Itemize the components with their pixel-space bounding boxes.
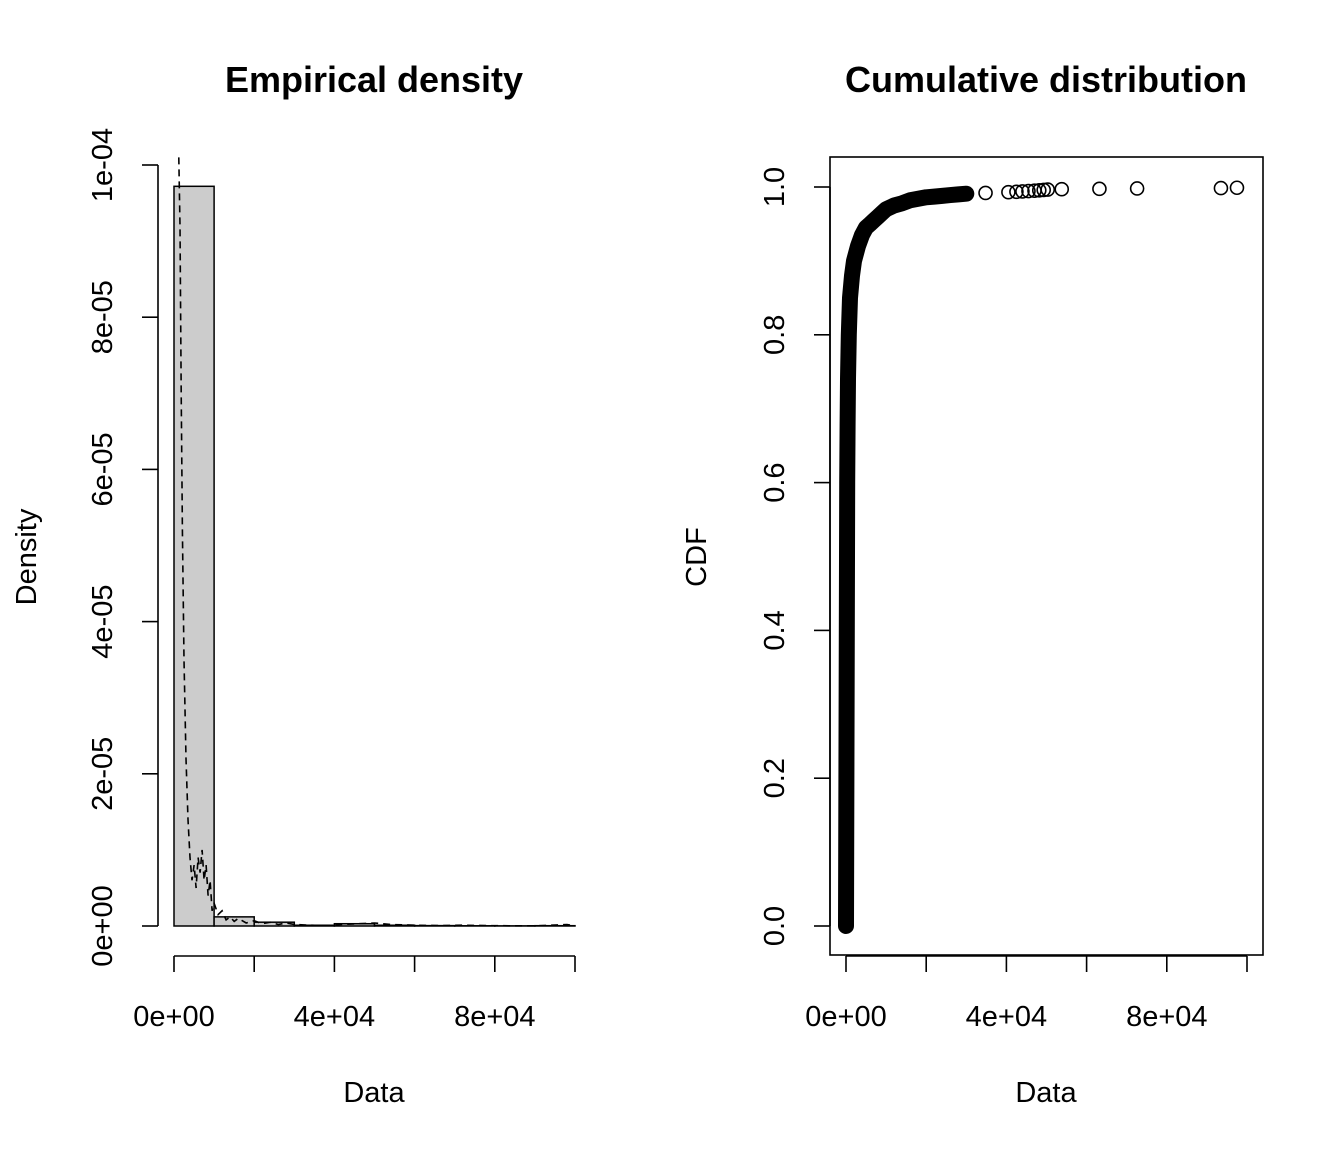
x-tick-label: 8e+04 [1126, 1001, 1207, 1033]
x-tick-label: 0e+00 [133, 1001, 214, 1033]
y-tick-label: 2e-05 [87, 737, 119, 811]
y-tick-label: 0.2 [759, 758, 791, 798]
density-panel: Empirical density Data Density 0e+00 4e+0… [11, 59, 576, 1109]
y-tick-label: 8e-05 [87, 280, 119, 354]
y-tick-label: 0.4 [759, 610, 791, 650]
cdf-point [1054, 181, 1070, 197]
density-y-label: Density [11, 508, 43, 605]
density-y-axis: 0e+00 2e-05 4e-05 6e-05 8e-05 1e-04 [87, 128, 159, 967]
density-curve [178, 157, 576, 927]
cdf-point [978, 185, 993, 201]
cdf-point [1213, 180, 1229, 196]
cdf-point [1129, 181, 1145, 196]
cdf-dense-points [838, 185, 975, 934]
y-tick-label: 0.6 [759, 462, 791, 502]
histogram-bar [173, 185, 215, 927]
cdf-point [1040, 182, 1056, 197]
x-tick-label: 8e+04 [454, 1001, 535, 1033]
y-tick-label: 0.0 [759, 906, 791, 946]
cdf-point [1092, 181, 1107, 197]
cdf-x-label: Data [1015, 1077, 1077, 1109]
y-tick-label: 1e-04 [87, 128, 119, 202]
y-tick-label: 6e-05 [87, 432, 119, 506]
cdf-panel: Cumulative distribution Data CDF 0e+00 4e… [681, 59, 1264, 1109]
density-title: Empirical density [225, 59, 523, 100]
cdf-points [838, 180, 1245, 934]
cdf-point [1229, 180, 1245, 196]
cdf-point [1031, 183, 1047, 198]
cdf-point [1009, 184, 1024, 200]
cdf-plot-box [829, 156, 1264, 956]
histogram-bars [173, 185, 576, 927]
cdf-point [1036, 182, 1051, 198]
density-line [178, 157, 576, 927]
y-tick-label: 4e-05 [87, 585, 119, 659]
density-x-axis: 0e+00 4e+04 8e+04 [133, 955, 576, 1033]
cdf-y-axis: 0.0 0.2 0.4 0.6 0.8 1.0 [759, 167, 831, 946]
cdf-y-label: CDF [681, 527, 713, 587]
cdf-title: Cumulative distribution [845, 59, 1247, 100]
cdf-point [1001, 184, 1016, 200]
cdf-x-axis: 0e+00 4e+04 8e+04 [805, 955, 1248, 1033]
x-tick-label: 4e+04 [966, 1001, 1047, 1033]
density-x-label: Data [343, 1077, 405, 1109]
cdf-point [1021, 183, 1036, 199]
x-tick-label: 4e+04 [294, 1001, 375, 1033]
x-tick-label: 0e+00 [805, 1001, 886, 1033]
y-tick-label: 0e+00 [87, 885, 119, 966]
cdf-point [1015, 184, 1030, 199]
y-tick-label: 1.0 [759, 167, 791, 207]
y-tick-label: 0.8 [759, 315, 791, 355]
